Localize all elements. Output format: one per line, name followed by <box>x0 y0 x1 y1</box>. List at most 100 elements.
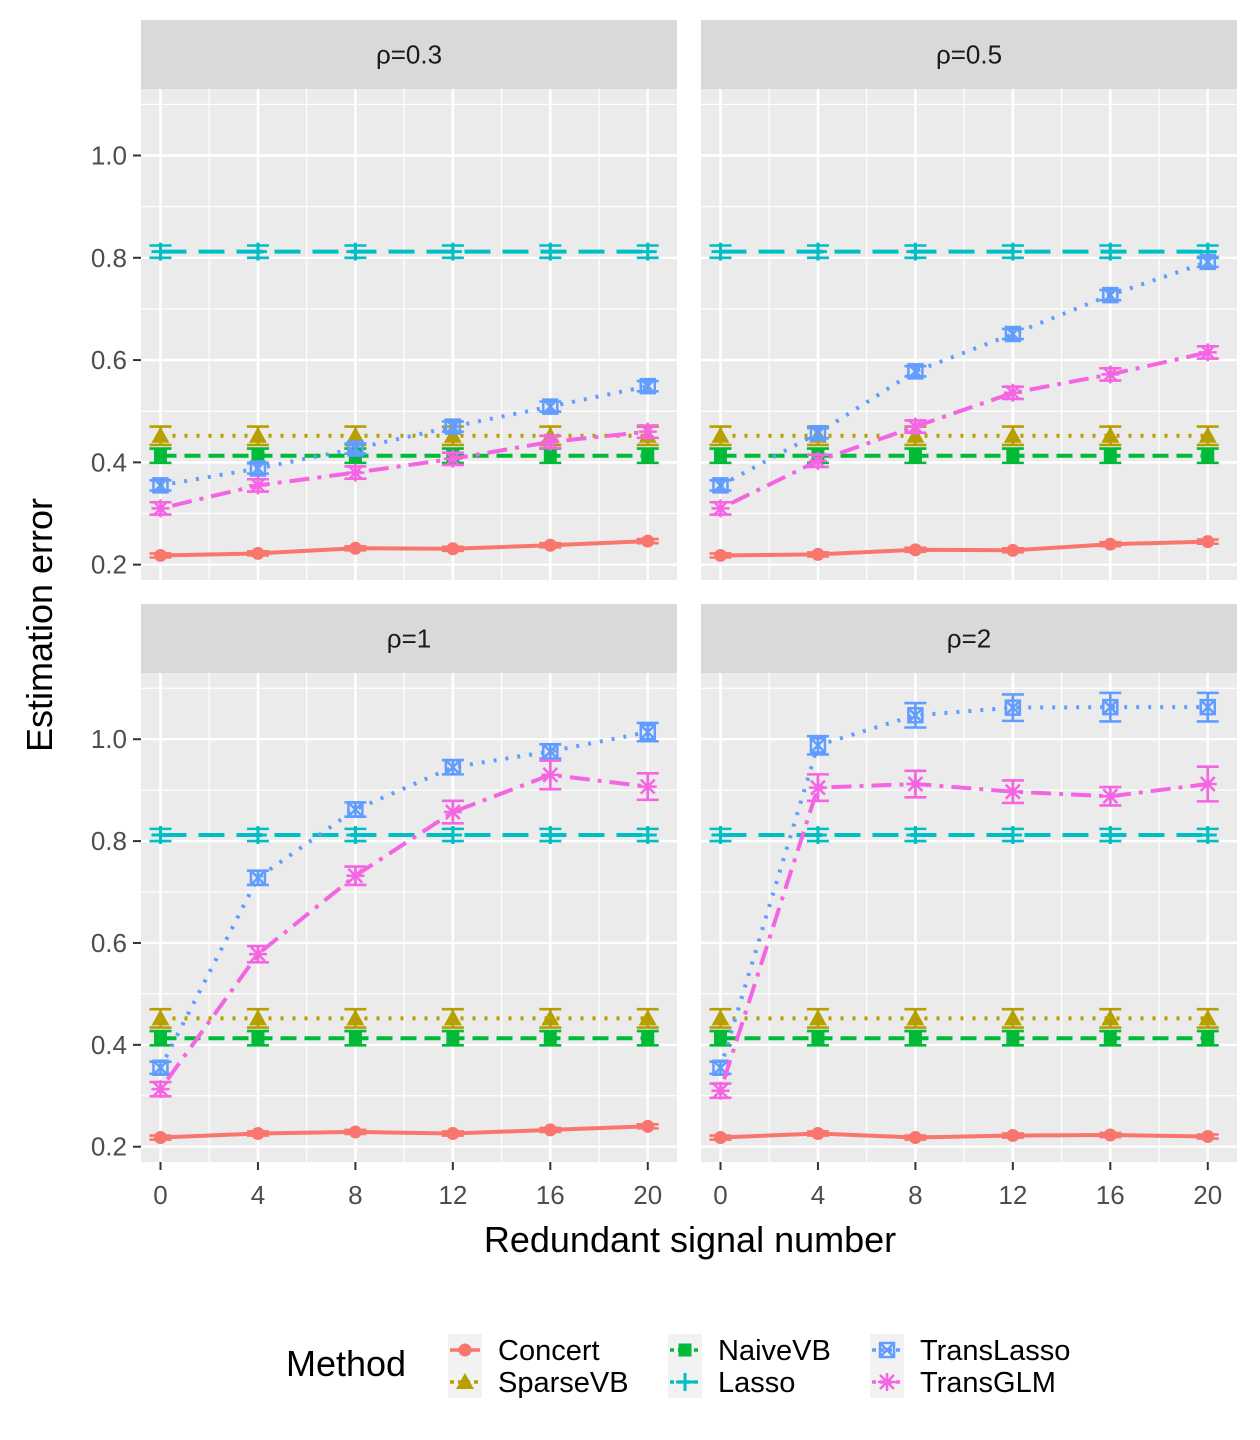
data-point <box>908 449 922 463</box>
data-point <box>1201 449 1215 463</box>
data-point <box>1003 426 1022 443</box>
data-point <box>444 418 462 435</box>
data-point <box>251 546 265 560</box>
x-tick-label: 0 <box>153 1180 167 1210</box>
data-point <box>251 1031 265 1045</box>
series-line <box>720 539 1208 558</box>
panel-background <box>701 673 1237 1162</box>
legend-label: TransLasso <box>920 1335 1070 1367</box>
data-point <box>711 825 730 844</box>
series-line <box>158 730 649 1069</box>
data-point <box>347 801 364 818</box>
data-point <box>1003 1009 1022 1026</box>
data-point <box>1103 537 1117 551</box>
data-point <box>249 869 267 887</box>
data-point <box>542 743 559 760</box>
data-point <box>1101 365 1120 384</box>
data-point <box>1198 426 1217 443</box>
data-point <box>1101 825 1120 844</box>
data-point <box>906 1009 925 1026</box>
data-point <box>153 1031 167 1045</box>
facet-strip <box>701 20 1237 89</box>
series-line <box>160 539 648 558</box>
data-point <box>641 534 655 548</box>
data-point <box>811 1031 825 1045</box>
x-tick-label: 4 <box>811 1180 825 1210</box>
facet-strip-label: ρ=1 <box>387 624 431 654</box>
legend-label: Lasso <box>718 1367 795 1399</box>
data-point <box>641 1119 655 1133</box>
series-concert <box>709 1126 1219 1145</box>
x-tick-label: 4 <box>251 1180 265 1210</box>
data-point <box>808 825 827 844</box>
panel: ρ=0.3 0.2 0.4 0.6 0.8 1.0 <box>91 20 677 580</box>
data-point <box>809 424 827 442</box>
data-point <box>153 449 167 463</box>
data-point <box>348 541 362 555</box>
data-point <box>541 825 560 844</box>
data-point <box>543 1123 557 1137</box>
data-point <box>638 1009 657 1026</box>
data-point <box>808 1009 827 1026</box>
data-point <box>248 825 267 844</box>
data-point <box>151 499 170 518</box>
data-point <box>543 1031 557 1045</box>
facet-strip-label: ρ=2 <box>947 624 991 654</box>
series-concert <box>149 1119 659 1145</box>
x-tick-label: 20 <box>1193 1180 1222 1210</box>
legend-key-marker <box>678 1343 692 1357</box>
data-point <box>1198 825 1217 844</box>
legend-title: Method <box>286 1343 406 1384</box>
data-point <box>543 538 557 552</box>
data-point <box>151 426 170 443</box>
legend-item: TransGLM <box>870 1366 1056 1399</box>
data-point <box>541 1009 560 1026</box>
y-tick-label: 0.4 <box>91 1030 127 1060</box>
panel-background <box>141 673 677 1162</box>
data-point <box>711 1009 730 1026</box>
series-line <box>720 1131 1208 1140</box>
series-transglm <box>709 343 1219 518</box>
data-point <box>811 547 825 561</box>
data-point <box>446 1126 460 1140</box>
y-tick-label: 0.6 <box>91 928 127 958</box>
y-tick-label: 0.2 <box>91 1132 127 1162</box>
facet-strip-label: ρ=0.5 <box>936 40 1002 70</box>
data-point <box>248 426 267 443</box>
data-point <box>811 1126 825 1140</box>
data-point <box>906 417 925 436</box>
data-point <box>248 242 267 261</box>
series-sparsevb <box>709 425 1219 447</box>
panels-layer: ρ=0.3 0.2 0.4 0.6 0.8 1.0 ρ=0.5 ρ=1 0.2 0.4 0.6 0.8… <box>91 20 1237 1210</box>
data-point <box>151 1009 170 1026</box>
x-tick-label: 16 <box>1096 1180 1125 1210</box>
data-point <box>151 242 170 261</box>
data-point <box>1004 699 1022 716</box>
data-point <box>443 242 462 261</box>
data-point <box>444 758 462 776</box>
data-point <box>248 1009 267 1026</box>
series-transglm <box>149 422 659 518</box>
series-line <box>719 350 1209 511</box>
data-point <box>713 1131 727 1145</box>
data-point <box>639 723 657 741</box>
data-point <box>251 1126 265 1140</box>
data-point <box>1198 775 1217 794</box>
legend-item: Concert <box>448 1334 600 1367</box>
data-point <box>711 242 730 261</box>
data-point <box>152 1059 169 1077</box>
panel: ρ=1 0.2 0.4 0.6 0.8 1.0 0 4 8 12 16 20 <box>91 604 677 1210</box>
data-point <box>1006 449 1020 463</box>
data-point <box>1003 825 1022 844</box>
data-point <box>809 737 827 754</box>
legend-label: TransGLM <box>920 1367 1056 1399</box>
facet-strip <box>141 20 677 89</box>
data-point <box>1198 343 1217 362</box>
series-line <box>718 781 1209 1092</box>
data-point <box>1006 1129 1020 1143</box>
x-tick-label: 20 <box>633 1180 662 1210</box>
x-tick-label: 8 <box>908 1180 922 1210</box>
data-point <box>712 477 729 494</box>
series-transglm <box>149 759 659 1099</box>
data-point <box>346 463 365 482</box>
